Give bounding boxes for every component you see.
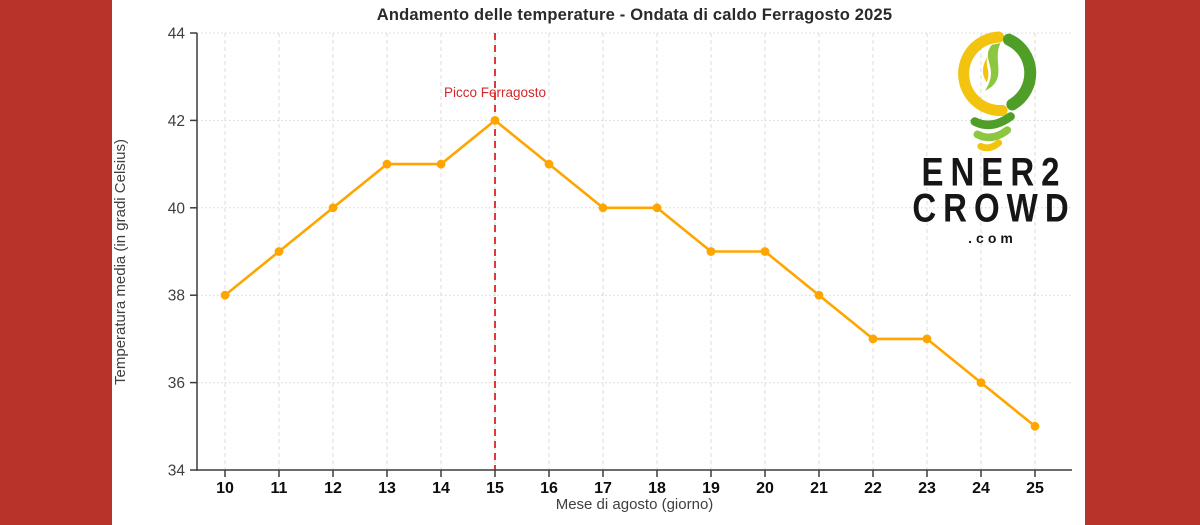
svg-text:38: 38 <box>168 288 185 305</box>
svg-text:17: 17 <box>594 480 612 497</box>
svg-text:21: 21 <box>810 480 828 497</box>
svg-text:12: 12 <box>324 480 342 497</box>
svg-text:42: 42 <box>168 113 185 130</box>
svg-text:22: 22 <box>864 480 882 497</box>
svg-text:23: 23 <box>918 480 936 497</box>
svg-text:20: 20 <box>756 480 774 497</box>
left-red-border <box>0 0 112 525</box>
svg-text:24: 24 <box>972 480 990 497</box>
svg-text:10: 10 <box>216 480 234 497</box>
svg-text:11: 11 <box>271 480 288 497</box>
svg-text:Picco Ferragosto: Picco Ferragosto <box>444 85 546 100</box>
chart-title: Andamento delle temperature - Ondata di … <box>376 6 893 24</box>
logo-text-ener2: ENER2 <box>921 148 1067 194</box>
svg-text:16: 16 <box>540 480 558 497</box>
right-red-border <box>1085 0 1200 525</box>
lightbulb-leaf-icon <box>957 31 1036 152</box>
svg-text:34: 34 <box>168 463 186 480</box>
svg-text:36: 36 <box>168 375 185 392</box>
svg-text:18: 18 <box>648 480 666 497</box>
svg-text:15: 15 <box>486 480 504 497</box>
svg-text:44: 44 <box>168 26 186 43</box>
svg-text:19: 19 <box>702 480 720 497</box>
svg-text:13: 13 <box>378 480 396 497</box>
ener2crowd-logo: ENER2 CROWD .com <box>903 26 1078 271</box>
svg-text:25: 25 <box>1026 480 1044 497</box>
svg-text:40: 40 <box>168 200 186 217</box>
x-axis-label: Mese di agosto (giorno) <box>555 496 714 513</box>
y-axis-label: Temperatura media (in gradi Celsius) <box>112 139 129 385</box>
logo-text-com: .com <box>968 230 1017 246</box>
logo-text-crowd: CROWD <box>912 184 1076 230</box>
svg-text:14: 14 <box>432 480 450 497</box>
